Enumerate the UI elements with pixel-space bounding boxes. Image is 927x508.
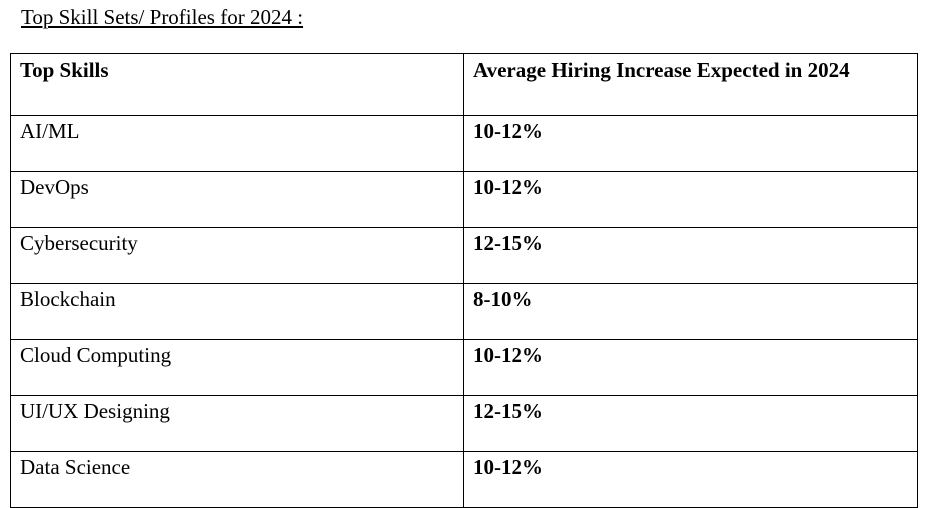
skills-hiring-table: Top Skills Average Hiring Increase Expec… bbox=[10, 53, 918, 508]
table-row: Cloud Computing 10-12% bbox=[10, 339, 918, 396]
header-top-skills: Top Skills bbox=[10, 53, 464, 116]
hiring-increase-cell: 10-12% bbox=[463, 171, 918, 228]
skill-name-cell: Cloud Computing bbox=[10, 339, 464, 396]
table-header-row: Top Skills Average Hiring Increase Expec… bbox=[10, 53, 918, 116]
hiring-increase-cell: 10-12% bbox=[463, 115, 918, 172]
skill-name-cell: DevOps bbox=[10, 171, 464, 228]
table-row: Blockchain 8-10% bbox=[10, 283, 918, 340]
hiring-increase-cell: 8-10% bbox=[463, 283, 918, 340]
skill-name-cell: UI/UX Designing bbox=[10, 395, 464, 452]
hiring-increase-cell: 12-15% bbox=[463, 395, 918, 452]
table-row: UI/UX Designing 12-15% bbox=[10, 395, 918, 452]
table-row: AI/ML 10-12% bbox=[10, 115, 918, 172]
hiring-increase-cell: 10-12% bbox=[463, 451, 918, 508]
skill-name-cell: AI/ML bbox=[10, 115, 464, 172]
document-title: Top Skill Sets/ Profiles for 2024 : bbox=[21, 5, 304, 29]
table-row: Data Science 10-12% bbox=[10, 451, 918, 508]
table-row: DevOps 10-12% bbox=[10, 171, 918, 228]
skill-name-cell: Blockchain bbox=[10, 283, 464, 340]
skill-name-cell: Data Science bbox=[10, 451, 464, 508]
hiring-increase-cell: 12-15% bbox=[463, 227, 918, 284]
hiring-increase-cell: 10-12% bbox=[463, 339, 918, 396]
skill-name-cell: Cybersecurity bbox=[10, 227, 464, 284]
table-row: Cybersecurity 12-15% bbox=[10, 227, 918, 284]
header-average-hiring-increase: Average Hiring Increase Expected in 2024 bbox=[463, 53, 918, 116]
